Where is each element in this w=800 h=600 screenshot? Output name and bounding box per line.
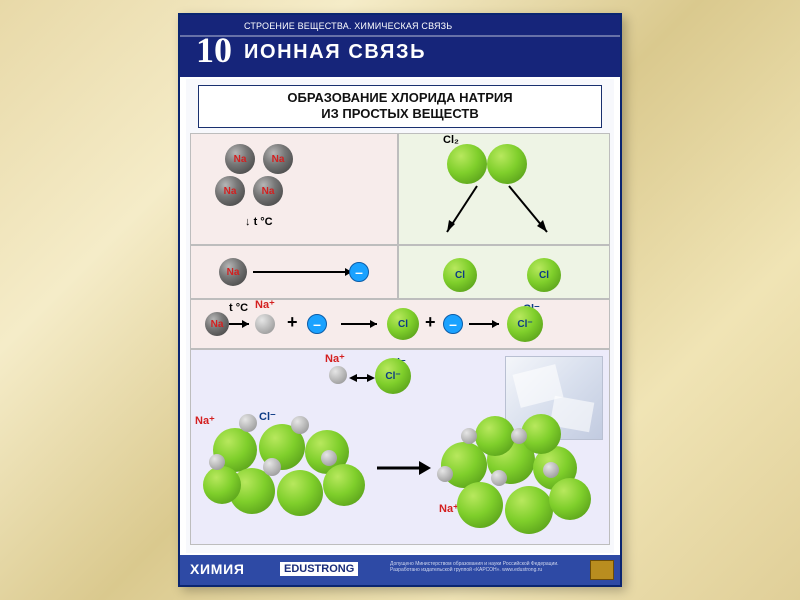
cl-atom: Cl⁻ [375, 358, 411, 394]
poster: СТРОЕНИЕ ВЕЩЕСТВА. ХИМИЧЕСКАЯ СВЯЗЬ 10 И… [178, 13, 622, 587]
cl-atom [521, 414, 561, 454]
t-c-label: ↓ t °C [245, 216, 273, 228]
cl-atom [505, 486, 553, 534]
subtitle-line1: ОБРАЗОВАНИЕ ХЛОРИДА НАТРИЯ [203, 90, 597, 106]
plus-sign-1: + [287, 312, 298, 333]
header-title: ИОННАЯ СВЯЗЬ [244, 41, 426, 64]
na-atom: Na [215, 176, 245, 206]
cl-atom: Cl [443, 258, 477, 292]
panel-ion-transfer: t °C Na⁺ + – + – Cl⁻ NaClCl⁻ [190, 299, 610, 349]
electron-icon: – [349, 262, 369, 282]
panel-na-metal: ↓ t °C NaNaNaNa [190, 133, 398, 245]
cl-atom: Cl [527, 258, 561, 292]
cl-atom [323, 464, 365, 506]
panel-lattice: Na⁺ Cl⁻ Na⁺ Cl⁻ Na⁺ Cl⁻ [190, 349, 610, 545]
gray-atom [209, 454, 225, 470]
header-number: 10 [190, 29, 238, 71]
cluster-bl-na-label: Na⁺ [195, 414, 215, 427]
electron-icon-2: – [307, 314, 327, 334]
gray-atom [491, 470, 507, 486]
poster-subtitle: ОБРАЗОВАНИЕ ХЛОРИДА НАТРИЯ ИЗ ПРОСТЫХ ВЕ… [198, 85, 602, 128]
footer-subject: ХИМИЯ [190, 561, 245, 577]
cl-atom [457, 482, 503, 528]
page-background: СТРОЕНИЕ ВЕЩЕСТВА. ХИМИЧЕСКАЯ СВЯЗЬ 10 И… [0, 0, 800, 600]
footer-publisher: EDUSTRONG [280, 562, 358, 576]
cl-atom: Cl [387, 308, 419, 340]
header-divider [180, 35, 620, 37]
gray-atom [437, 466, 453, 482]
panel-cl-atoms: Cl Cl [398, 245, 610, 299]
panel-na-ionize: – Na [190, 245, 398, 299]
gray-atom [511, 428, 527, 444]
footer-badge-icon [590, 560, 614, 580]
plus-sign-2: + [425, 312, 436, 333]
diagram-panels: ↓ t °C NaNaNaNa Cl₂ [186, 133, 614, 553]
poster-header: СТРОЕНИЕ ВЕЩЕСТВА. ХИМИЧЕСКАЯ СВЯЗЬ 10 И… [180, 15, 620, 77]
cluster-br-na-label: Na⁺ [439, 502, 459, 515]
gray-atom [255, 314, 275, 334]
gray-atom [321, 450, 337, 466]
na-atom: Na [219, 258, 247, 286]
cl-atom [487, 144, 527, 184]
na-atom: Na [205, 312, 229, 336]
header-supertitle: СТРОЕНИЕ ВЕЩЕСТВА. ХИМИЧЕСКАЯ СВЯЗЬ [244, 21, 452, 31]
gray-atom [239, 414, 257, 432]
electron-icon-3: – [443, 314, 463, 334]
gray-atom [543, 462, 559, 478]
poster-body: ОБРАЗОВАНИЕ ХЛОРИДА НАТРИЯ ИЗ ПРОСТЫХ ВЕ… [186, 79, 614, 553]
gray-atom [461, 428, 477, 444]
subtitle-line2: ИЗ ПРОСТЫХ ВЕЩЕСТВ [203, 106, 597, 122]
panel-cl2: Cl₂ [398, 133, 610, 245]
gray-atom [329, 366, 347, 384]
cl-atom [277, 470, 323, 516]
cl-atom [203, 466, 241, 504]
poster-footer: ХИМИЯ EDUSTRONG Допущено Министерством о… [180, 555, 620, 585]
na-atom: Na [253, 176, 283, 206]
na-atom: Na [225, 144, 255, 174]
cl-atom [447, 144, 487, 184]
cl-atom [549, 478, 591, 520]
na-atom: Na [263, 144, 293, 174]
cl-atom: Cl⁻ [507, 306, 543, 342]
cluster-bl-cl-label: Cl⁻ [259, 410, 276, 423]
arrow-na-emit [253, 271, 345, 273]
gray-atom [291, 416, 309, 434]
gray-atom [263, 458, 281, 476]
cl-atom [475, 416, 515, 456]
footer-fineprint: Допущено Министерством образования и нау… [390, 561, 580, 573]
